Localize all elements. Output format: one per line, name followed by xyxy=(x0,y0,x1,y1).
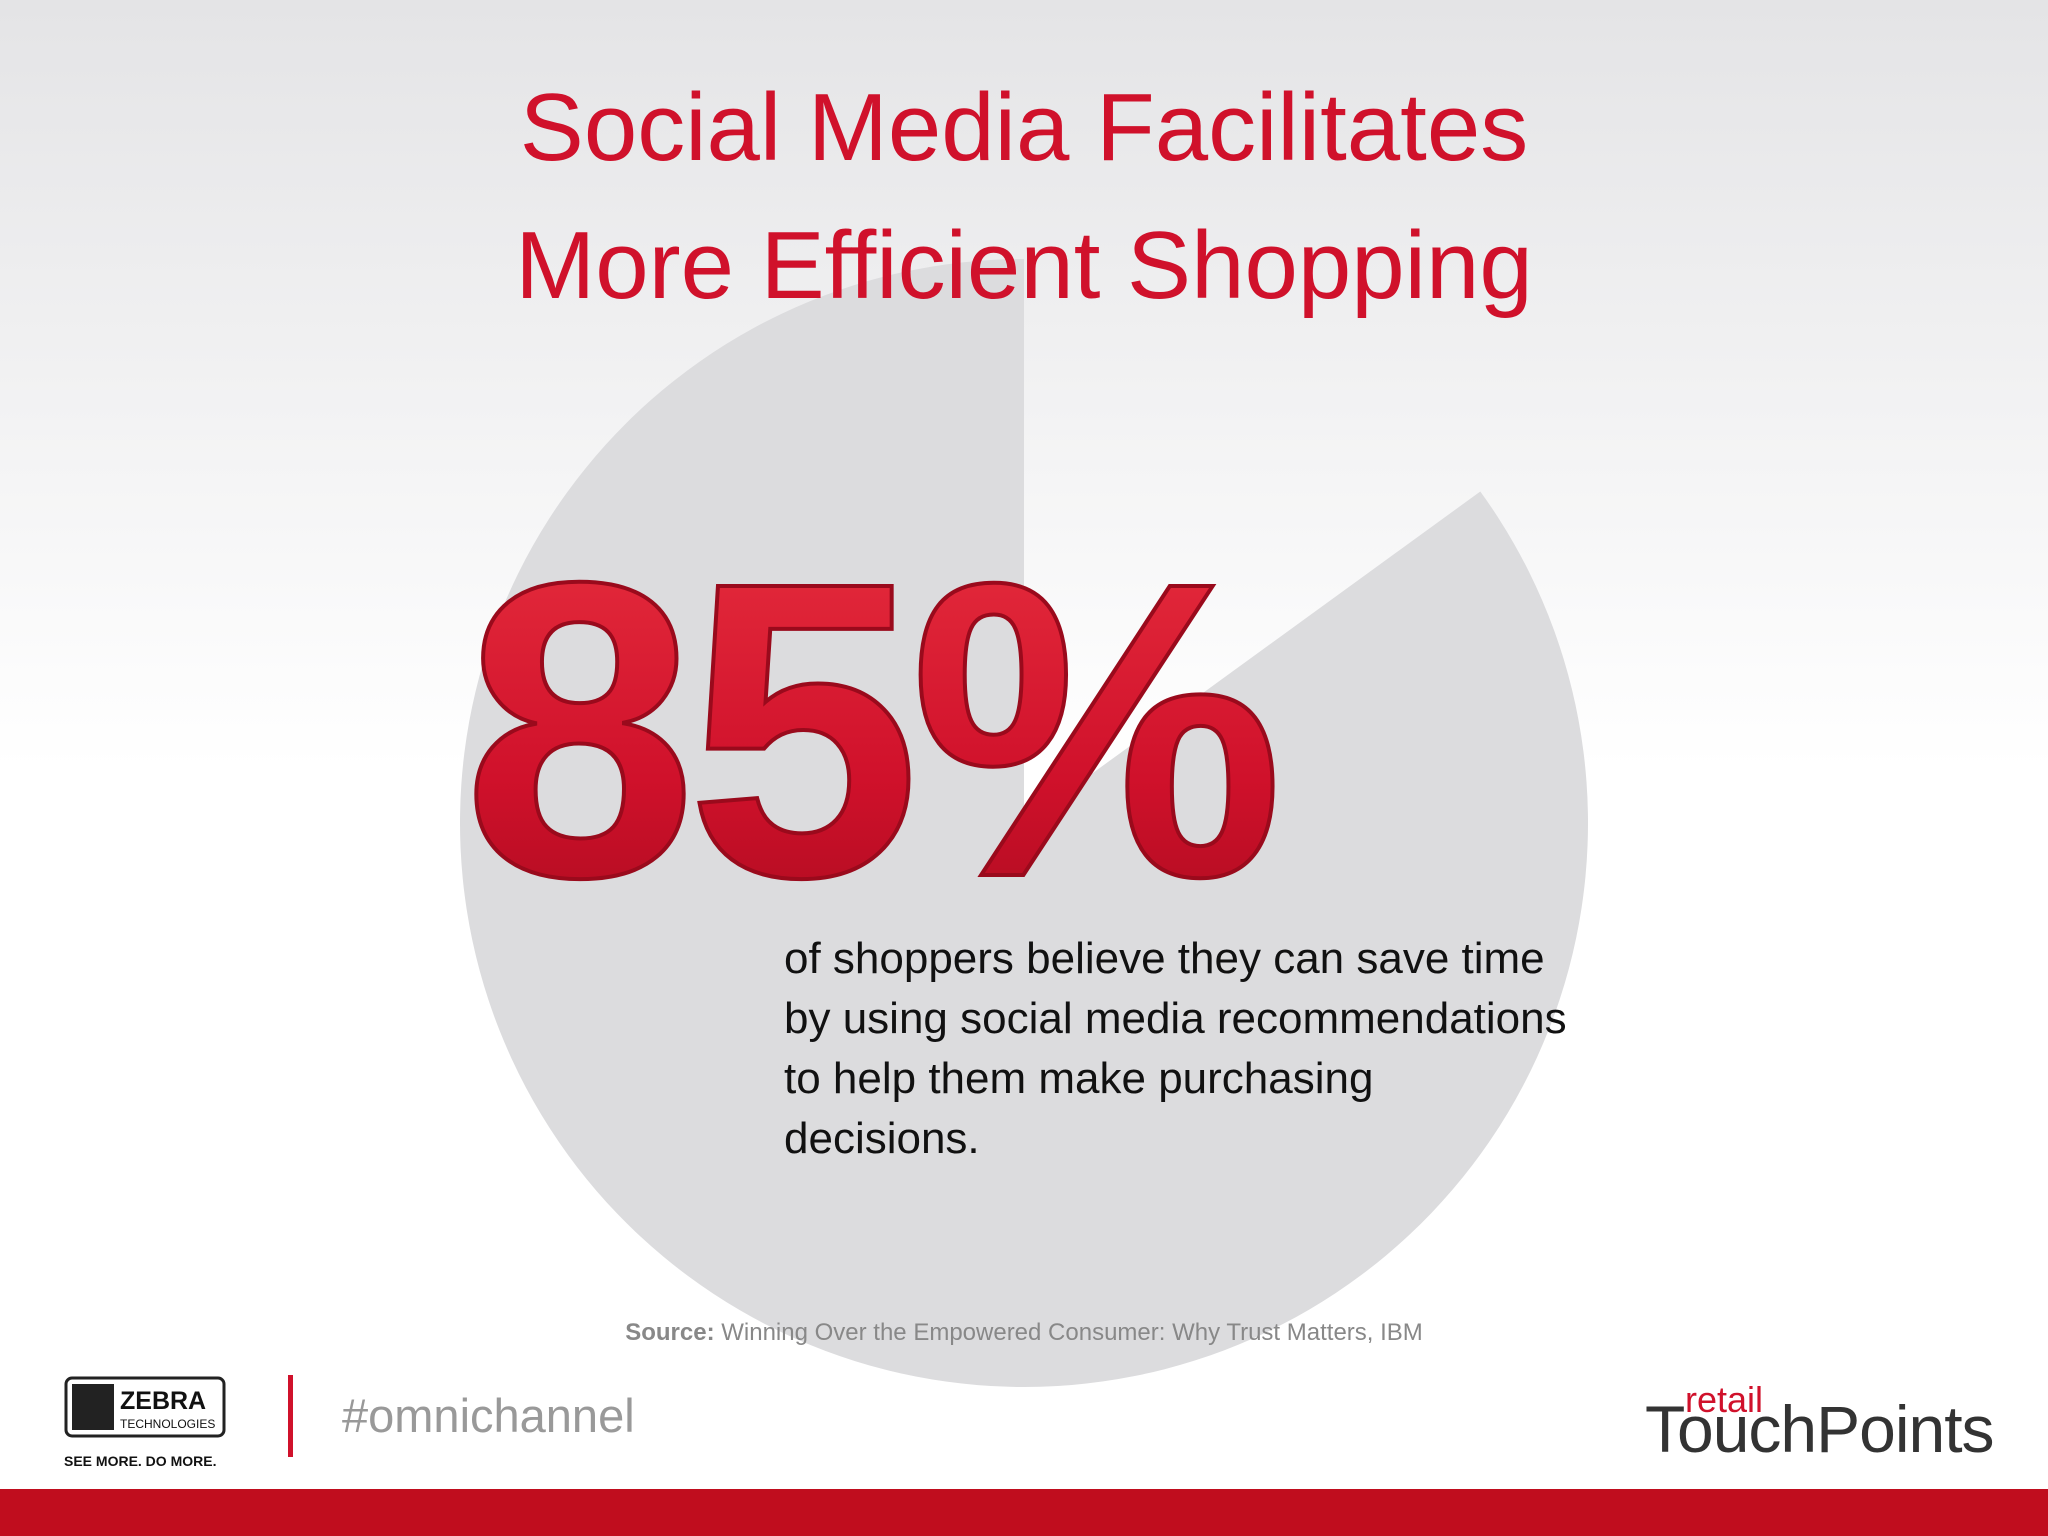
divider xyxy=(288,1375,293,1457)
partner: TouchPoints xyxy=(1645,1392,1994,1466)
source-label: Source: xyxy=(625,1319,714,1346)
source: Source: Winning Over the Empowered Consu… xyxy=(625,1319,1423,1346)
description-line: to help them make purchasing xyxy=(784,1054,1373,1103)
description-line: decisions. xyxy=(784,1114,980,1163)
partner-top: retail xyxy=(1685,1379,1763,1420)
brand-sub: TECHNOLOGIES xyxy=(120,1417,215,1431)
description-line: by using social media recommendations xyxy=(784,994,1567,1043)
title-line: Social Media Facilitates xyxy=(520,74,1528,181)
source-text: Winning Over the Empowered Consumer: Why… xyxy=(721,1319,1423,1346)
tagline: SEE MORE. DO MORE. xyxy=(64,1453,216,1469)
pie-wedge xyxy=(460,259,1589,1387)
description-line: of shoppers believe they can save time xyxy=(784,934,1545,983)
brand: ZEBRA xyxy=(120,1387,206,1415)
footer-bar xyxy=(0,1489,2048,1536)
logo-icon xyxy=(72,1384,114,1430)
title-line: More Efficient Shopping xyxy=(515,212,1533,319)
hashtag: #omnichannel xyxy=(342,1389,635,1442)
big-stat: 85% xyxy=(463,496,1278,965)
